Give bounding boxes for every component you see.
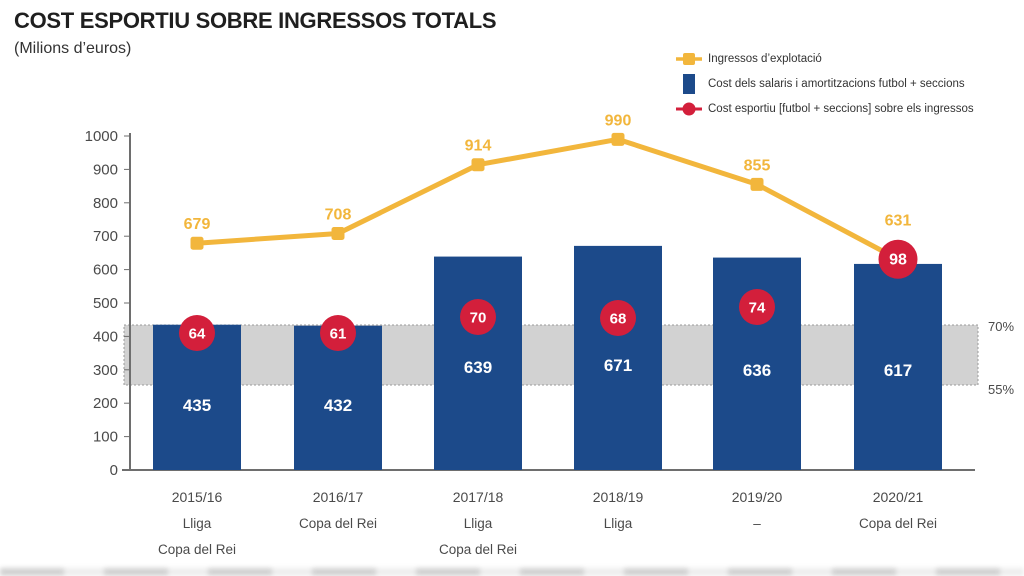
- revenue-marker-icon: [750, 177, 764, 191]
- revenue-value-label: 679: [184, 216, 211, 233]
- percent-badge-label: 64: [189, 326, 206, 343]
- bar-value-label: 636: [743, 361, 771, 380]
- y-axis-label: 400: [93, 328, 118, 345]
- legend-item-ingressos: Ingressos d’explotació: [676, 46, 974, 71]
- y-axis-label: 200: [93, 395, 118, 412]
- revenue-value-label: 914: [465, 138, 492, 155]
- percent-band: [123, 324, 979, 386]
- revenue-line: [194, 136, 901, 262]
- x-axis-competition-label: Copa del Rei: [859, 516, 937, 531]
- band-top-label: 70%: [988, 319, 1014, 334]
- x-axis-competition-label: Copa del Rei: [439, 542, 517, 557]
- revenue-marker-icon: [471, 158, 485, 172]
- bar-value-label: 435: [183, 396, 211, 415]
- x-axis-competition-label: Copa del Rei: [158, 542, 236, 557]
- percent-badge: [460, 299, 496, 335]
- x-axis-competition-label: Lliga: [464, 516, 493, 531]
- bar: [854, 263, 942, 470]
- percent-badge: [878, 239, 918, 279]
- y-axis-label: 800: [93, 195, 118, 212]
- chart-subtitle: (Milions d’euros): [14, 40, 132, 57]
- line-square-marker-icon: [676, 48, 702, 70]
- x-axis-year-label: 2020/21: [873, 489, 924, 505]
- percent-badge-label: 74: [749, 300, 766, 317]
- x-axis-year-label: 2015/16: [172, 489, 223, 505]
- legend-label: Cost dels salaris i amortitzacions futbo…: [708, 77, 965, 90]
- legend: Ingressos d’explotació Cost dels salaris…: [676, 46, 974, 121]
- band-bottom-label: 55%: [988, 382, 1014, 397]
- y-axis-label: 100: [93, 429, 118, 446]
- bar: [574, 245, 662, 470]
- revenue-marker-icon: [611, 132, 625, 146]
- x-axis-competition-label: Lliga: [183, 516, 212, 531]
- bar-value-label: 432: [324, 396, 352, 415]
- revenue-marker-icon: [331, 227, 345, 241]
- percent-badge-label: 98: [889, 252, 907, 269]
- x-axis-year-label: 2019/20: [732, 489, 783, 505]
- percent-badge: [320, 315, 356, 351]
- x-axis-competition-label: –: [753, 516, 761, 531]
- revenue-value-label: 708: [325, 207, 352, 224]
- chart-header: COST ESPORTIU SOBRE INGRESSOS TOTALS (Mi…: [14, 8, 497, 58]
- revenue-marker-icon: [190, 236, 204, 250]
- percent-badge: [179, 315, 215, 351]
- bottom-crop-artifact: [0, 568, 1024, 576]
- y-axis-label: 500: [93, 295, 118, 312]
- x-axis-year-label: 2016/17: [313, 489, 364, 505]
- bar-value-label: 671: [604, 356, 632, 375]
- revenue-value-label: 855: [744, 157, 771, 174]
- revenue-value-label: 990: [605, 112, 632, 129]
- y-axis-label: 0: [110, 462, 118, 479]
- legend-label: Cost esportiu [futbol + seccions] sobre …: [708, 102, 974, 115]
- y-axis-label: 700: [93, 228, 118, 245]
- chart-title: COST ESPORTIU SOBRE INGRESSOS TOTALS: [14, 8, 497, 33]
- legend-label: Ingressos d’explotació: [708, 52, 822, 65]
- percent-badge-label: 70: [470, 310, 487, 327]
- percent-badge-label: 61: [330, 326, 347, 343]
- line-circle-marker-icon: [676, 98, 702, 120]
- x-axis-year-label: 2018/19: [593, 489, 644, 505]
- revenue-value-label: 631: [885, 213, 912, 230]
- x-axis-competition-label: Lliga: [604, 516, 633, 531]
- x-axis-competition-label: Copa del Rei: [299, 516, 377, 531]
- y-axis-label: 300: [93, 362, 118, 379]
- bar-value-label: 639: [464, 358, 492, 377]
- bar-value-label: 617: [884, 361, 912, 380]
- y-axis-label: 1000: [85, 128, 118, 145]
- bar: [434, 256, 522, 470]
- bar-swatch-icon: [676, 73, 702, 95]
- y-axis-label: 600: [93, 262, 118, 279]
- percent-badge-label: 68: [610, 311, 627, 328]
- percent-badge: [600, 300, 636, 336]
- x-axis-year-label: 2017/18: [453, 489, 504, 505]
- legend-item-cost-esportiu: Cost esportiu [futbol + seccions] sobre …: [676, 96, 974, 121]
- legend-item-cost-salaris: Cost dels salaris i amortitzacions futbo…: [676, 71, 974, 96]
- percent-badge: [739, 289, 775, 325]
- y-axis-label: 900: [93, 161, 118, 178]
